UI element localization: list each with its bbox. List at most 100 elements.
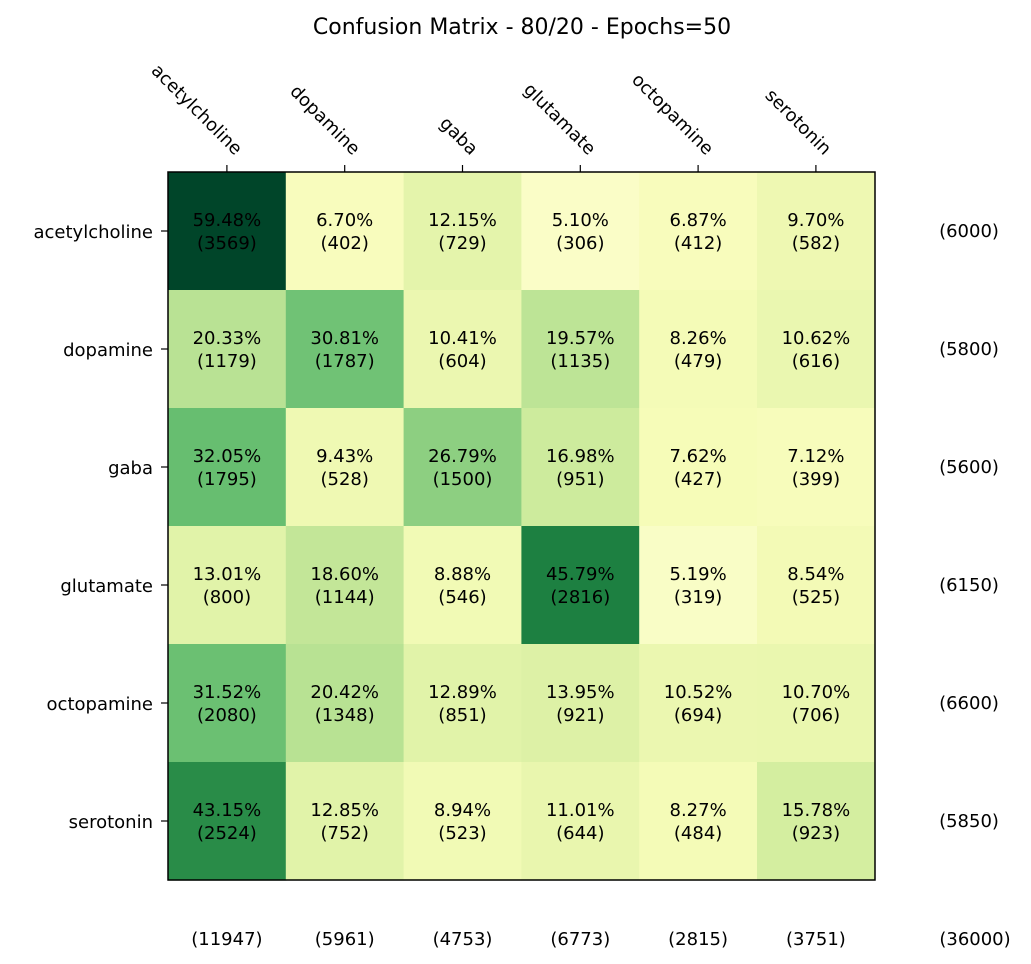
cell-percent-label: 15.78% (782, 800, 851, 821)
matrix-cell (403, 408, 522, 527)
cell-percent-label: 30.81% (310, 328, 379, 349)
cell-count-label: (1787) (315, 351, 375, 372)
matrix-cell (285, 644, 405, 763)
cell-count-label: (3569) (197, 233, 257, 254)
cell-count-label: (604) (438, 351, 486, 372)
column-total-label: (3751) (786, 929, 846, 950)
y-tick-label: acetylcholine (33, 222, 153, 243)
row-total-label: (5600) (939, 457, 999, 478)
cell-count-label: (694) (674, 705, 722, 726)
column-total-label: (11947) (191, 929, 262, 950)
cell-count-label: (412) (674, 233, 722, 254)
cell-percent-label: 45.79% (546, 564, 615, 585)
matrix-cell (639, 762, 758, 881)
cell-count-label: (2080) (197, 705, 257, 726)
column-totals: (11947) (5961) (4753) (6773) (2815) (3751) (191, 929, 846, 950)
cell-percent-label: 12.85% (310, 800, 379, 821)
row-totals: (6000) (5800) (5600) (6150) (6600) (5850) (939, 221, 999, 832)
cell-count-label: (616) (792, 351, 840, 372)
matrix-cell (168, 172, 287, 291)
cell-count-label: (2524) (197, 823, 257, 844)
cell-count-label: (319) (674, 587, 722, 608)
cell-percent-label: 9.70% (787, 210, 844, 231)
cell-count-label: (1795) (197, 469, 257, 490)
matrix-cell-labels: 59.48%(3569)6.70%(402)12.15%(729)5.10%(3… (193, 210, 851, 844)
matrix-cell (403, 644, 522, 763)
x-tick-label: glutamate (519, 79, 599, 159)
matrix-frame (167, 171, 876, 881)
matrix-cell (403, 762, 522, 881)
cell-percent-label: 20.42% (310, 682, 379, 703)
matrix-cell (168, 644, 287, 763)
y-tick-label: dopamine (63, 340, 153, 361)
cell-percent-label: 9.43% (316, 446, 373, 467)
matrix-cell (757, 644, 876, 763)
matrix-cell (521, 644, 640, 763)
cell-count-label: (399) (792, 469, 840, 490)
cell-count-label: (1348) (315, 705, 375, 726)
cell-count-label: (921) (556, 705, 604, 726)
cell-percent-label: 10.62% (782, 328, 851, 349)
cell-count-label: (2816) (550, 587, 610, 608)
cell-percent-label: 8.94% (434, 800, 491, 821)
matrix-cell (757, 762, 876, 881)
matrix-cell (168, 526, 287, 645)
cell-count-label: (479) (674, 351, 722, 372)
cell-percent-label: 20.33% (193, 328, 262, 349)
matrix-cell (521, 762, 640, 881)
cell-count-label: (706) (792, 705, 840, 726)
cell-count-label: (951) (556, 469, 604, 490)
matrix-cell (285, 408, 405, 527)
matrix-cell (403, 172, 522, 291)
x-axis-ticks: acetylcholine dopamine gaba glutamate octopa… (147, 60, 835, 172)
x-tick-label: dopamine (286, 81, 364, 159)
cell-count-label: (546) (438, 587, 486, 608)
cell-count-label: (484) (674, 823, 722, 844)
cell-percent-label: 19.57% (546, 328, 615, 349)
matrix-cell (521, 408, 640, 527)
matrix-cell (285, 762, 405, 881)
cell-count-label: (1144) (315, 587, 375, 608)
cell-count-label: (1179) (197, 351, 257, 372)
matrix-cell (168, 762, 287, 881)
y-tick-label: glutamate (60, 576, 153, 597)
matrix-cell (757, 290, 876, 409)
cell-percent-label: 6.87% (670, 210, 727, 231)
cell-percent-label: 5.19% (670, 564, 727, 585)
matrix-cell (757, 172, 876, 291)
matrix-cell (285, 526, 405, 645)
row-total-label: (5850) (939, 811, 999, 832)
cell-percent-label: 8.54% (787, 564, 844, 585)
matrix-cell (639, 408, 758, 527)
cell-percent-label: 6.70% (316, 210, 373, 231)
x-tick-label: acetylcholine (147, 60, 246, 159)
cell-count-label: (851) (438, 705, 486, 726)
matrix-cell (757, 408, 876, 527)
cell-percent-label: 12.15% (428, 210, 497, 231)
matrix-cell (639, 290, 758, 409)
matrix-cell (639, 644, 758, 763)
cell-percent-label: 13.01% (193, 564, 262, 585)
matrix-cell (521, 172, 640, 291)
matrix-cell (285, 172, 405, 291)
cell-percent-label: 7.12% (787, 446, 844, 467)
grand-total: (36000) (939, 929, 1010, 950)
row-total-label: (6000) (939, 221, 999, 242)
cell-percent-label: 26.79% (428, 446, 497, 467)
cell-count-label: (427) (674, 469, 722, 490)
cell-percent-label: 5.10% (552, 210, 609, 231)
cell-percent-label: 7.62% (670, 446, 727, 467)
cell-percent-label: 8.88% (434, 564, 491, 585)
x-tick-label: octopamine (627, 69, 717, 159)
matrix-cell (757, 526, 876, 645)
column-total-label: (5961) (315, 929, 375, 950)
matrix-cell (521, 290, 640, 409)
row-total-label: (6150) (939, 575, 999, 596)
cell-percent-label: 16.98% (546, 446, 615, 467)
matrix-cell (639, 526, 758, 645)
cell-percent-label: 32.05% (193, 446, 262, 467)
cell-count-label: (923) (792, 823, 840, 844)
y-axis-ticks: acetylcholine dopamine gaba glutamate octopa… (33, 222, 168, 833)
y-tick-label: gaba (108, 458, 153, 479)
